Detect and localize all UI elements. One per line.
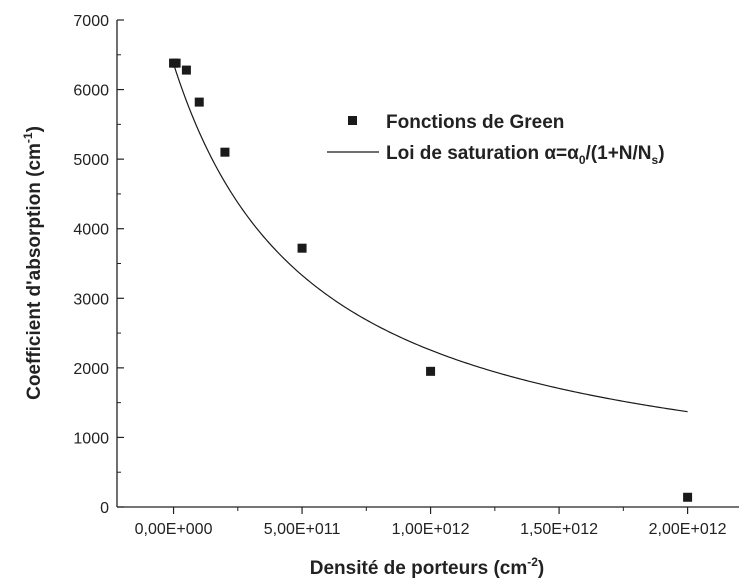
x-tick-label: 5,00E+011 (264, 521, 341, 538)
y-axis-title-main: Coefficient d'absorption (cm (24, 143, 45, 400)
legend-alpha0: α (567, 143, 579, 164)
y-ticks: 0 1000 2000 3000 4000 5000 6000 7000 (73, 13, 124, 517)
x-tick-label: 0,00E+000 (135, 521, 213, 538)
green-function-points (169, 58, 693, 502)
x-axis-title: Densité de porteurs (cm-2) (310, 555, 545, 579)
data-point (426, 366, 436, 376)
plot-area: 0 1000 2000 3000 4000 5000 6000 7000 0,00E+000 5… (73, 13, 739, 538)
y-tick-label: 5000 (73, 152, 109, 169)
x-axis-title-sup: -2 (527, 555, 538, 569)
legend-equals: = (556, 143, 567, 164)
legend-label-green: Fonctions de Green (386, 112, 564, 133)
x-tick-label: 2,00E+012 (649, 521, 727, 538)
legend-marker-square (348, 116, 357, 125)
y-tick-label: 4000 (73, 222, 109, 239)
x-axis-title-close: ) (538, 558, 544, 579)
x-axis-title-main: Densité de porteurs (cm (310, 558, 528, 579)
legend-alpha: α (544, 143, 556, 164)
y-axis-title-close: ) (24, 126, 45, 132)
data-point (297, 243, 307, 253)
x-tick-label: 1,00E+012 (392, 521, 470, 538)
y-tick-label: 3000 (73, 291, 109, 308)
y-tick-label: 0 (100, 500, 109, 517)
legend-formula: /(1+N/N (586, 143, 652, 164)
y-tick-label: 2000 (73, 361, 109, 378)
y-tick-label: 7000 (73, 13, 109, 30)
y-axis-title-sup: -1 (21, 132, 35, 143)
legend: Fonctions de Green Loi de saturation α=α… (327, 112, 665, 167)
y-tick-label: 1000 (73, 430, 109, 447)
data-point (171, 58, 181, 68)
legend-ns-sub: s (652, 153, 659, 167)
data-point (220, 147, 230, 157)
data-point (683, 492, 693, 502)
x-tick-label: 1,50E+012 (520, 521, 598, 538)
legend-formula-close: ) (658, 143, 664, 164)
data-point (181, 65, 191, 75)
x-ticks: 0,00E+000 5,00E+011 1,00E+012 1,50E+012 2,00… (135, 507, 727, 538)
legend-label-saturation: Loi de saturation α=α0/(1+N/Ns) (386, 143, 665, 167)
data-point (194, 97, 204, 107)
y-axis-title: Coefficient d'absorption (cm-1) (21, 126, 45, 400)
y-tick-label: 6000 (73, 83, 109, 100)
legend-alpha0-sub: 0 (579, 153, 586, 167)
legend-saturation-text: Loi de saturation (386, 143, 544, 164)
saturation-fit-line (172, 63, 688, 413)
